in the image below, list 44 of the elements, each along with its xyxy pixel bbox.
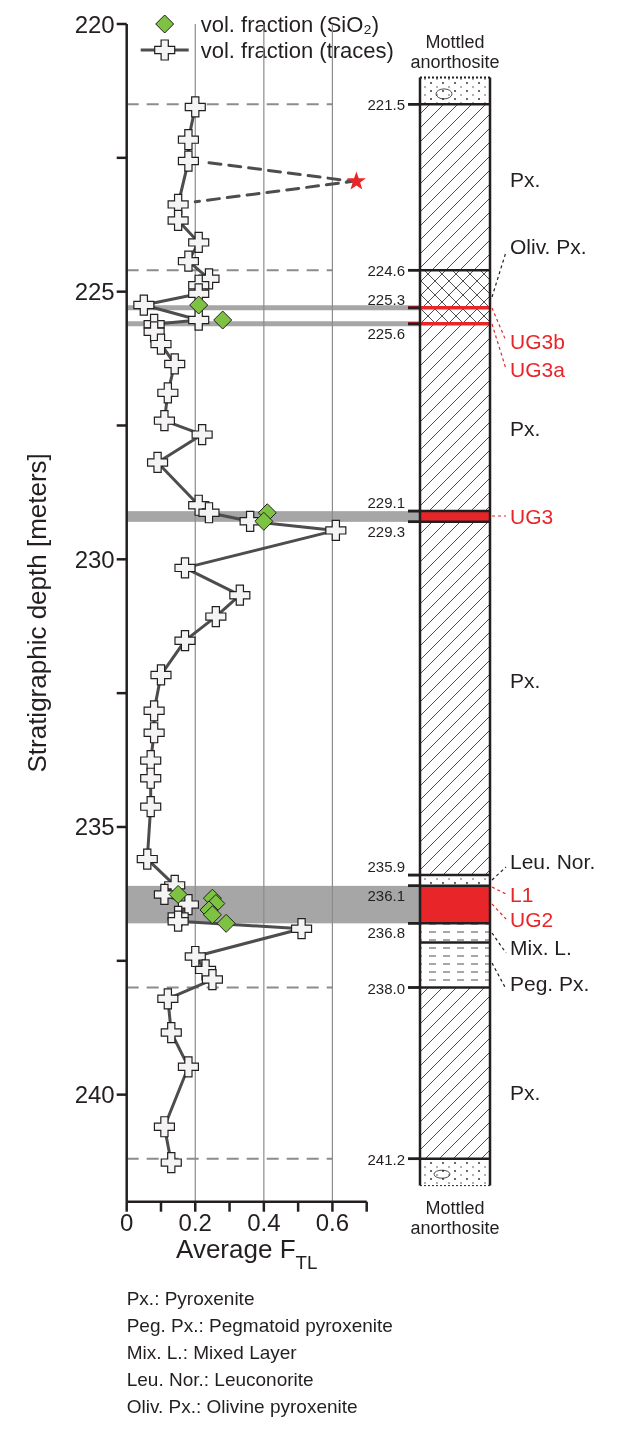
y-axis-title: Stratigraphic depth [meters] xyxy=(22,453,52,773)
x-tick-label: 0.4 xyxy=(247,1208,281,1236)
text: Mottled anorthosite xyxy=(410,31,500,72)
text: 238.0 xyxy=(367,979,405,997)
text: Px. xyxy=(510,167,541,191)
text: Oliv. Px.: Olivine pyroxenite xyxy=(126,1395,359,1419)
text: UG3a xyxy=(510,357,566,381)
legend-label: vol. fraction (traces) xyxy=(200,37,394,63)
text: Mix. L.: Mixed Layer xyxy=(126,1341,298,1365)
text: Px. xyxy=(510,416,541,440)
text: 235.9 xyxy=(367,857,405,875)
text: UG3b xyxy=(510,329,565,353)
text: Px. xyxy=(510,1080,541,1104)
y-tick-label: 240 xyxy=(74,1081,115,1109)
text: 236.8 xyxy=(367,923,405,941)
x-axis-title: Average F$_{TL}$ xyxy=(176,1234,318,1273)
text: L1 xyxy=(510,882,534,906)
y-tick-label: 225 xyxy=(74,278,115,306)
text: Leu. Nor.: Leuconorite xyxy=(126,1368,315,1392)
text: Peg. Px.: Pegmatoid pyroxenite xyxy=(126,1314,394,1338)
text: Leu. Nor. xyxy=(510,849,596,873)
y-tick-label: 235 xyxy=(74,813,115,841)
text: 229.3 xyxy=(367,522,405,540)
y-tick-label: 220 xyxy=(74,10,115,38)
text: 225.3 xyxy=(367,290,405,308)
text: UG3 xyxy=(510,504,554,528)
y-tick-label: 230 xyxy=(74,545,115,573)
text: UG2 xyxy=(510,907,554,931)
text: 221.5 xyxy=(367,95,405,113)
text: 225.6 xyxy=(367,324,405,342)
text: 236.1 xyxy=(367,886,405,904)
text: 229.1 xyxy=(367,493,405,511)
text: Oliv. Px. xyxy=(510,234,587,258)
legend-label: vol. fraction (SiO₂) xyxy=(200,11,380,37)
text: Peg. Px. xyxy=(510,971,590,995)
text: Px.: Pyroxenite xyxy=(126,1287,256,1311)
x-tick-label: 0 xyxy=(120,1208,134,1236)
text: Mix. L. xyxy=(510,935,572,959)
text: Mottled anorthosite xyxy=(410,1197,500,1238)
x-tick-label: 0.6 xyxy=(315,1208,350,1236)
text: 241.2 xyxy=(367,1150,405,1168)
text: 224.6 xyxy=(367,261,405,279)
text: Px. xyxy=(510,668,541,692)
x-tick-label: 0.2 xyxy=(178,1208,212,1236)
